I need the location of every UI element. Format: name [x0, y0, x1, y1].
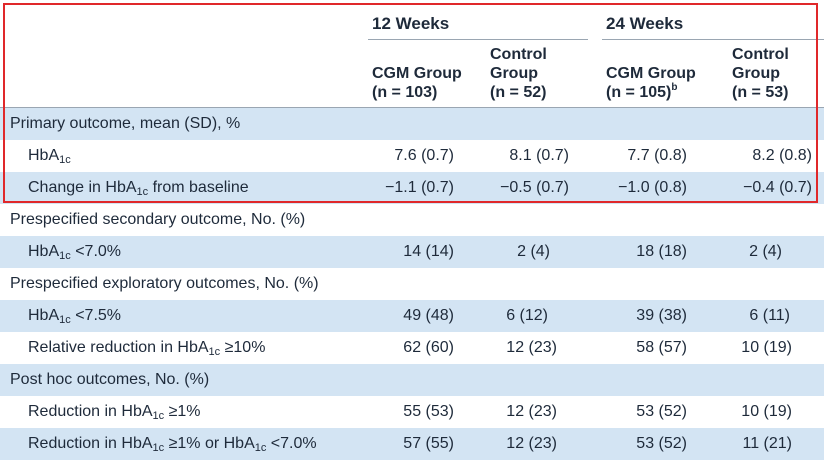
- group-rule-12-weeks: [368, 39, 588, 40]
- row-label: Reduction in HbA1c ≥1% or HbA1c <7.0%: [28, 428, 317, 460]
- cell-control-24: 8.2 (0.8): [752, 147, 812, 164]
- label-text: ≥1%: [164, 403, 201, 420]
- row-label: HbA1c <7.0%: [28, 236, 121, 268]
- cell-cgm-12: 14 (14): [403, 243, 454, 260]
- label-text: Reduction in HbA: [28, 403, 153, 420]
- group-rule-24-weeks: [602, 39, 824, 40]
- col-header-line: Group: [490, 65, 538, 82]
- group-header-12-weeks: 12 Weeks: [372, 14, 450, 33]
- section-row-posthoc: Post hoc outcomes, No. (%): [0, 364, 824, 396]
- section-row-secondary: Prespecified secondary outcome, No. (%): [0, 204, 824, 236]
- label-subscript: 1c: [152, 442, 165, 454]
- col-header-control-24: Control Group (n = 53): [732, 45, 789, 102]
- cell-control-24: −0.4 (0.7): [743, 179, 812, 196]
- row-label: Change in HbA1c from baseline: [28, 172, 249, 204]
- cell-cgm-24: 53 (52): [636, 403, 687, 420]
- section-label: Primary outcome, mean (SD), %: [10, 115, 241, 132]
- col-header-control-12: Control Group (n = 52): [490, 45, 547, 102]
- section-label: Prespecified exploratory outcomes, No. (…: [10, 275, 319, 292]
- cell-control-24: 2 (4): [749, 243, 782, 260]
- col-header-line: (n = 103): [372, 84, 438, 101]
- col-header-line: Control: [732, 46, 789, 63]
- label-subscript: 1c: [254, 442, 267, 454]
- section-row-primary: Primary outcome, mean (SD), %: [0, 108, 824, 140]
- label-text: Relative reduction in HbA: [28, 339, 209, 356]
- section-label: Prespecified secondary outcome, No. (%): [10, 211, 306, 228]
- col-header-line: Group: [732, 65, 780, 82]
- col-header-cgm-12: CGM Group (n = 103): [372, 64, 462, 102]
- label-text: HbA: [28, 307, 60, 324]
- label-text: <7.5%: [70, 307, 122, 324]
- label-text: HbA: [28, 147, 60, 164]
- col-header-line: CGM Group: [606, 65, 696, 82]
- row-label: HbA1c: [28, 140, 71, 172]
- label-subscript: 1c: [59, 314, 71, 326]
- label-subscript: 1c: [59, 250, 71, 262]
- row-label: Relative reduction in HbA1c ≥10%: [28, 332, 265, 364]
- label-subscript: 1c: [152, 410, 165, 422]
- cell-cgm-24: 53 (52): [636, 435, 687, 452]
- label-text: Reduction in HbA: [28, 435, 153, 452]
- cell-control-24: 10 (19): [741, 403, 792, 420]
- col-header-line: CGM Group: [372, 65, 462, 82]
- cell-control-12: 12 (23): [506, 339, 557, 356]
- cell-cgm-12: 7.6 (0.7): [394, 147, 454, 164]
- cell-cgm-12: −1.1 (0.7): [385, 179, 454, 196]
- cell-cgm-24: 18 (18): [636, 243, 687, 260]
- footnote-marker: b: [671, 82, 678, 93]
- label-subscript: 1c: [208, 346, 221, 358]
- table-row-change: Change in HbA1c from baseline −1.1 (0.7)…: [0, 172, 824, 204]
- cell-control-12: 12 (23): [506, 403, 557, 420]
- row-label: HbA1c <7.5%: [28, 300, 121, 332]
- label-text: <7.0%: [266, 435, 317, 452]
- cell-control-24: 6 (11): [749, 307, 790, 324]
- label-text: ≥10%: [220, 339, 266, 356]
- cell-control-24: 11 (21): [742, 435, 792, 452]
- col-header-line: Control: [490, 46, 547, 63]
- table-row-hba1c-lt-7-5: HbA1c <7.5% 49 (48) 6 (12) 39 (38) 6 (11…: [0, 300, 824, 332]
- section-label: Post hoc outcomes, No. (%): [10, 371, 210, 388]
- table-row-hba1c-lt-7-0: HbA1c <7.0% 14 (14) 2 (4) 18 (18) 2 (4): [0, 236, 824, 268]
- section-row-exploratory: Prespecified exploratory outcomes, No. (…: [0, 268, 824, 300]
- table-row-relative-reduction: Relative reduction in HbA1c ≥10% 62 (60)…: [0, 332, 824, 364]
- row-label: Reduction in HbA1c ≥1%: [28, 396, 201, 428]
- cell-cgm-12: 49 (48): [403, 307, 454, 324]
- table-row-hba1c: HbA1c 7.6 (0.7) 8.1 (0.7) 7.7 (0.8) 8.2 …: [0, 140, 824, 172]
- label-text: from baseline: [148, 179, 249, 196]
- cell-control-12: −0.5 (0.7): [500, 179, 569, 196]
- col-header-line: (n = 52): [490, 84, 547, 101]
- cell-control-24: 10 (19): [741, 339, 792, 356]
- table-row-reduction-1: Reduction in HbA1c ≥1% 55 (53) 12 (23) 5…: [0, 396, 824, 428]
- label-text: Change in HbA: [28, 179, 137, 196]
- cell-cgm-12: 57 (55): [403, 435, 454, 452]
- cell-cgm-24: 39 (38): [636, 307, 687, 324]
- cell-cgm-24: 58 (57): [636, 339, 687, 356]
- label-subscript: 1c: [136, 186, 149, 198]
- label-text: ≥1% or HbA: [164, 435, 255, 452]
- cell-cgm-24: −1.0 (0.8): [618, 179, 687, 196]
- label-subscript: 1c: [59, 154, 71, 166]
- group-header-24-weeks: 24 Weeks: [606, 14, 684, 33]
- cell-control-12: 8.1 (0.7): [509, 147, 569, 164]
- col-header-n: (n = 105): [606, 84, 672, 101]
- col-header-line: (n = 105)b: [606, 83, 696, 102]
- label-text: HbA: [28, 243, 60, 260]
- cell-cgm-12: 55 (53): [403, 403, 454, 420]
- table-row-reduction-1-or: Reduction in HbA1c ≥1% or HbA1c <7.0% 57…: [0, 428, 824, 460]
- label-text: <7.0%: [70, 243, 122, 260]
- col-header-cgm-24: CGM Group (n = 105)b: [606, 64, 696, 102]
- cell-control-12: 6 (12): [506, 307, 548, 324]
- cell-control-12: 12 (23): [506, 435, 557, 452]
- cell-control-12: 2 (4): [517, 243, 550, 260]
- col-header-line: (n = 53): [732, 84, 789, 101]
- cell-cgm-24: 7.7 (0.8): [627, 147, 687, 164]
- header-rule: [0, 107, 824, 108]
- cell-cgm-12: 62 (60): [403, 339, 454, 356]
